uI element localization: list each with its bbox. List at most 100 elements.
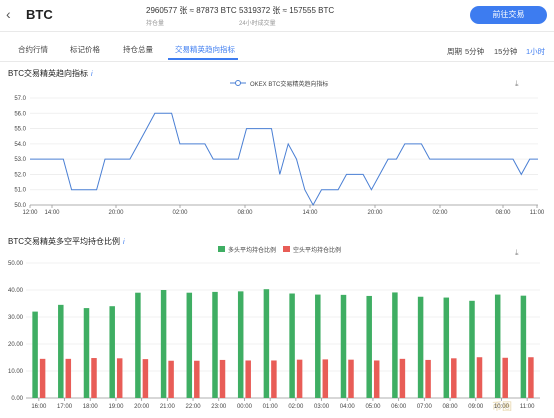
- volume-label: 24小时成交量: [239, 21, 276, 27]
- bar-short: [91, 358, 97, 398]
- x-tick-label: 02:00: [288, 404, 304, 410]
- chart1-title-text: BTC交易精英趋向指标: [8, 69, 88, 78]
- info-icon[interactable]: i: [123, 239, 125, 246]
- y-tick-label: 40.00: [8, 288, 24, 294]
- chart2-title-text: BTC交易精英多空平均持仓比例: [8, 237, 120, 246]
- symbol-title: BTC: [26, 7, 53, 22]
- x-tick-label: 10:00: [494, 404, 510, 410]
- bar-long: [109, 306, 115, 398]
- x-tick-label: 16:00: [31, 404, 47, 410]
- x-tick-label: 20:00: [367, 210, 383, 216]
- volume-stat: 5319372 张 ≈ 157555 BTC 24小时成交量: [239, 5, 334, 27]
- active-tab-indicator: [168, 58, 238, 60]
- legend-label: 多头平均持仓比例: [228, 246, 276, 254]
- bar-long: [237, 291, 244, 398]
- x-tick-label: 07:00: [417, 404, 433, 410]
- divider: [0, 31, 554, 32]
- chart1-title: BTC交易精英趋向指标 i: [8, 68, 93, 79]
- bar-long: [340, 294, 347, 398]
- period-1hour[interactable]: 1小时: [526, 47, 546, 56]
- x-tick-label: 08:00: [237, 210, 253, 216]
- info-icon[interactable]: i: [91, 71, 93, 78]
- bar-long: [135, 292, 141, 398]
- x-tick-label: 04:00: [340, 404, 356, 410]
- volume-value: 5319372 张 ≈ 157555 BTC: [239, 6, 335, 15]
- x-tick-label: 08:00: [443, 404, 459, 410]
- x-tick-label: 21:00: [160, 404, 176, 410]
- y-tick-label: 54.0: [14, 142, 26, 148]
- bar-short: [142, 359, 149, 398]
- bar-long: [469, 300, 475, 398]
- bar-short: [271, 360, 277, 398]
- y-tick-label: 50.00: [8, 261, 24, 267]
- open-interest-stat: 2960577 张 ≈ 87873 BTC 持仓量: [146, 5, 237, 27]
- bar-long: [417, 296, 424, 398]
- download-icon[interactable]: ⤓: [515, 79, 519, 88]
- bar-short: [348, 359, 354, 398]
- download-icon[interactable]: ⤓: [515, 248, 519, 257]
- bar-short: [194, 360, 200, 398]
- x-tick-label: 09:00: [468, 404, 484, 410]
- x-tick-label: 01:00: [263, 404, 279, 410]
- y-tick-label: 30.00: [8, 315, 24, 321]
- period-label: 周期: [447, 47, 462, 56]
- tab-mark-price[interactable]: 标记价格: [70, 45, 100, 54]
- legend-swatch: [283, 246, 290, 252]
- x-tick-label: 18:00: [83, 404, 99, 410]
- legend-marker: [235, 80, 241, 86]
- x-tick-label: 12:00: [22, 210, 38, 216]
- bar-long: [315, 294, 321, 398]
- period-5min[interactable]: 5分钟: [465, 47, 485, 56]
- y-tick-label: 56.0: [14, 111, 26, 117]
- go-trade-button[interactable]: 前往交易: [470, 6, 547, 24]
- bar-short: [65, 358, 72, 398]
- x-tick-label: 11:00: [520, 404, 535, 410]
- tab-open-interest[interactable]: 持仓总量: [123, 45, 153, 54]
- bar-long: [58, 304, 64, 398]
- bar-long: [366, 295, 372, 398]
- bar-long: [186, 292, 193, 398]
- period-15min[interactable]: 15分钟: [494, 47, 518, 56]
- x-tick-label: 20:00: [134, 404, 150, 410]
- bar-short: [168, 360, 174, 398]
- bar-long: [494, 294, 501, 398]
- x-tick-label: 05:00: [365, 404, 381, 410]
- y-tick-label: 10.00: [8, 369, 24, 375]
- x-tick-label: 19:00: [108, 404, 124, 410]
- bar-long: [263, 289, 270, 398]
- bar-long: [83, 308, 90, 398]
- y-tick-label: 20.00: [8, 342, 24, 348]
- y-tick-label: 52.0: [14, 172, 26, 178]
- x-tick-label: 06:00: [391, 404, 407, 410]
- bar-long: [520, 295, 527, 398]
- watermark: 币圈: [492, 402, 512, 413]
- bar-short: [116, 358, 123, 398]
- bar-long: [392, 292, 398, 398]
- x-tick-label: 22:00: [186, 404, 202, 410]
- open-interest-value: 2960577 张 ≈ 87873 BTC: [146, 6, 237, 15]
- tab-bar: 合约行情 标记价格 持仓总量 交易精英趋向指标: [0, 42, 554, 60]
- y-tick-label: 50.0: [14, 203, 26, 209]
- open-interest-label: 持仓量: [146, 21, 165, 27]
- bar-long: [443, 297, 450, 398]
- bar-long: [32, 311, 38, 398]
- legend-swatch: [218, 246, 225, 252]
- bar-short: [245, 360, 251, 398]
- x-tick-label: 00:00: [237, 404, 253, 410]
- back-chevron-icon[interactable]: ‹: [6, 6, 11, 22]
- y-tick-label: 55.0: [14, 127, 26, 133]
- bar-short: [528, 357, 534, 398]
- bar-short: [451, 358, 457, 398]
- y-tick-label: 53.0: [14, 157, 26, 163]
- position-ratio-bar-chart: 多头平均持仓比例 空头平均持仓比例 0.00 10.00 20.00 30.00 40.00…: [8, 246, 540, 410]
- bar-short: [399, 358, 406, 398]
- bar-short: [476, 357, 483, 398]
- tab-contract-market[interactable]: 合约行情: [18, 45, 48, 54]
- x-tick-label: 17:00: [57, 404, 73, 410]
- tab-elite-trend[interactable]: 交易精英趋向指标: [175, 45, 235, 54]
- bar-long: [289, 293, 295, 398]
- x-tick-label: 14:00: [302, 210, 318, 216]
- bar-short: [296, 359, 303, 398]
- bar-short: [425, 359, 431, 398]
- bar-long: [160, 290, 167, 398]
